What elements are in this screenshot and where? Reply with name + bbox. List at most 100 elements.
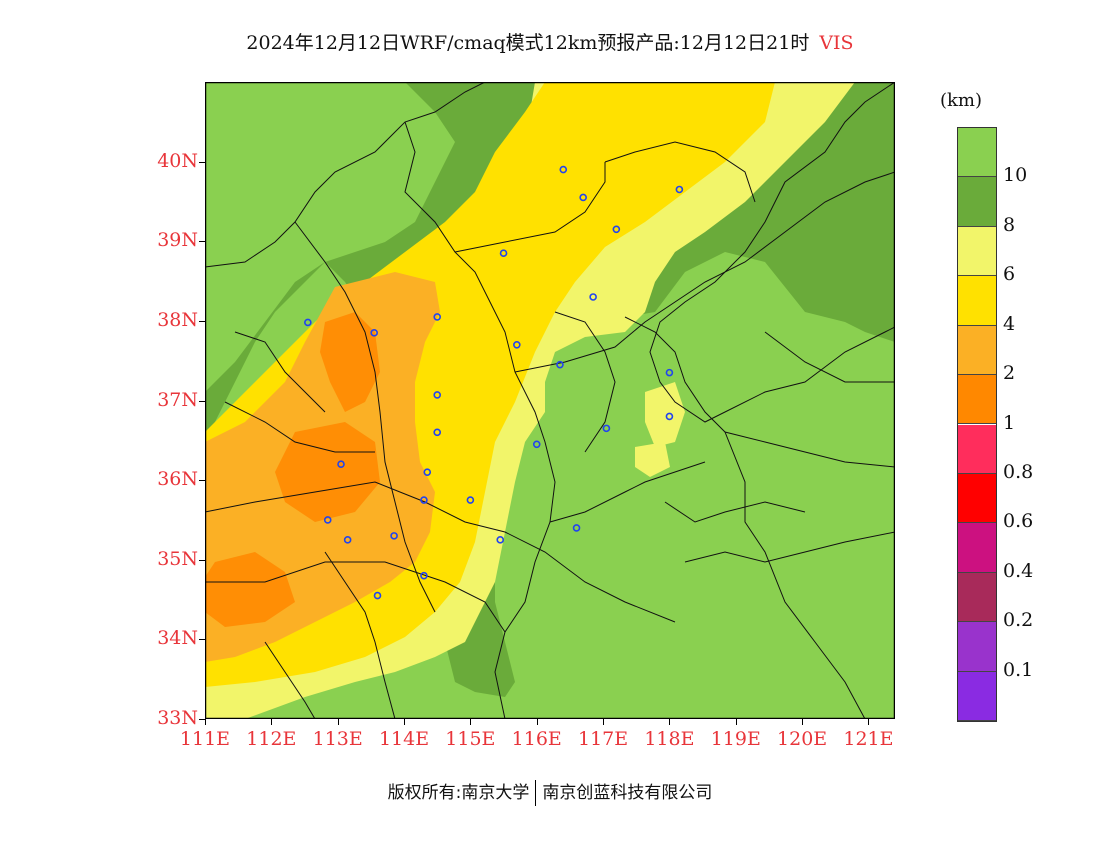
lon-tick-label: 115E <box>445 728 496 750</box>
legend-unit: (km) <box>940 90 983 111</box>
footer-separator <box>535 780 537 806</box>
footer-left: 版权所有:南京大学 <box>387 783 530 803</box>
lon-tick-label: 117E <box>577 728 629 750</box>
legend-swatch <box>958 276 996 326</box>
station-marker <box>370 329 378 337</box>
station-marker <box>665 412 674 421</box>
legend-label: 0.1 <box>1003 658 1034 681</box>
map-title: 2024年12月12日WRF/cmaq模式12km预报产品:12月12日21时 V… <box>0 28 1100 55</box>
lat-tick-label: 37N <box>157 388 198 411</box>
legend-label: 2 <box>1003 362 1016 385</box>
station-marker <box>513 340 521 349</box>
lon-tick <box>735 719 737 725</box>
visibility-map <box>205 82 895 719</box>
lat-tick-label: 35N <box>157 547 198 570</box>
lat-tick <box>199 241 205 243</box>
lat-tick-label: 39N <box>157 229 198 252</box>
lon-tick-label: 114E <box>378 728 430 750</box>
region-vis-6-8 <box>205 82 855 719</box>
lon-tick <box>669 719 671 725</box>
lon-tick-label: 112E <box>246 728 297 750</box>
lat-tick <box>199 400 205 402</box>
lon-tick-label: 111E <box>179 728 231 750</box>
station-marker <box>532 440 541 449</box>
title-main: 2024年12月12日WRF/cmaq模式12km预报产品:12月12日21时 <box>246 32 810 54</box>
lon-tick <box>271 719 273 725</box>
lon-tick <box>205 719 206 725</box>
legend-label: 1 <box>1003 411 1016 434</box>
legend-swatch <box>958 226 996 277</box>
lat-tick-label: 33N <box>157 707 198 729</box>
station-marker <box>420 571 428 580</box>
station-marker <box>373 591 382 600</box>
region-vis-6-8-east <box>635 382 685 477</box>
station-marker <box>665 368 674 377</box>
station-marker <box>466 496 475 504</box>
lon-tick-label: 116E <box>511 728 562 750</box>
lon-tick-label: 118E <box>644 728 695 750</box>
station-marker <box>323 516 332 524</box>
lon-tick-label: 121E <box>843 728 894 750</box>
lat-tick-label: 38N <box>157 308 198 331</box>
station-marker <box>337 460 345 469</box>
station-marker <box>433 391 442 399</box>
map-frame <box>205 82 895 719</box>
legend-label: 4 <box>1003 312 1016 335</box>
legend-label: 0.8 <box>1003 460 1034 483</box>
station-marker <box>499 249 508 257</box>
legend-swatch <box>958 325 996 376</box>
color-legend <box>957 127 997 722</box>
lat-tick <box>199 320 205 322</box>
boundary-lines <box>205 82 895 719</box>
station-marker <box>602 424 611 433</box>
legend-swatch <box>958 622 996 672</box>
station-marker <box>420 496 428 504</box>
lat-tick <box>199 480 205 482</box>
lon-tick-label: 120E <box>777 728 828 750</box>
station-markers <box>304 165 684 600</box>
lon-tick <box>603 719 605 725</box>
map-panel <box>205 82 895 719</box>
lat-tick <box>199 161 205 163</box>
legend-swatch <box>958 375 996 425</box>
lat-tick <box>199 559 205 561</box>
lon-tick <box>337 719 339 725</box>
station-marker <box>423 468 432 476</box>
legend-swatch <box>958 128 996 178</box>
station-marker <box>433 428 442 437</box>
station-marker <box>304 318 312 327</box>
legend-swatch <box>958 424 996 474</box>
station-marker <box>572 524 581 532</box>
station-marker <box>612 225 621 234</box>
copyright-footer: 版权所有:南京大学 南京创蓝科技有限公司 <box>0 778 1100 806</box>
lon-tick <box>470 719 472 725</box>
legend-swatch <box>958 523 996 573</box>
station-marker <box>496 536 505 544</box>
legend-label: 0.2 <box>1003 609 1034 632</box>
coastline <box>649 82 895 423</box>
lon-tick <box>868 719 870 725</box>
legend-swatch <box>958 572 996 623</box>
region-vis-over-10-nw <box>205 82 455 392</box>
legend-label: 0.6 <box>1003 510 1034 533</box>
station-marker <box>390 532 398 540</box>
station-marker <box>433 313 442 321</box>
legend-swatch <box>958 177 996 227</box>
station-marker <box>675 185 684 194</box>
legend-label: 6 <box>1003 263 1016 286</box>
footer-right: 南京创蓝科技有限公司 <box>542 783 713 803</box>
station-marker <box>579 193 587 202</box>
lon-tick-label: 113E <box>312 728 363 750</box>
station-marker <box>589 293 597 301</box>
station-marker <box>343 536 352 544</box>
legend-swatch <box>958 671 996 721</box>
lon-tick-label: 119E <box>710 728 761 750</box>
lat-tick <box>199 719 205 720</box>
lon-tick <box>404 719 406 725</box>
legend-label: 10 <box>1003 164 1028 187</box>
region-vis-1-2 <box>205 312 380 627</box>
lon-tick <box>536 719 538 725</box>
legend-label: 8 <box>1003 213 1016 236</box>
station-marker <box>559 165 568 174</box>
title-variable: VIS <box>819 32 854 54</box>
